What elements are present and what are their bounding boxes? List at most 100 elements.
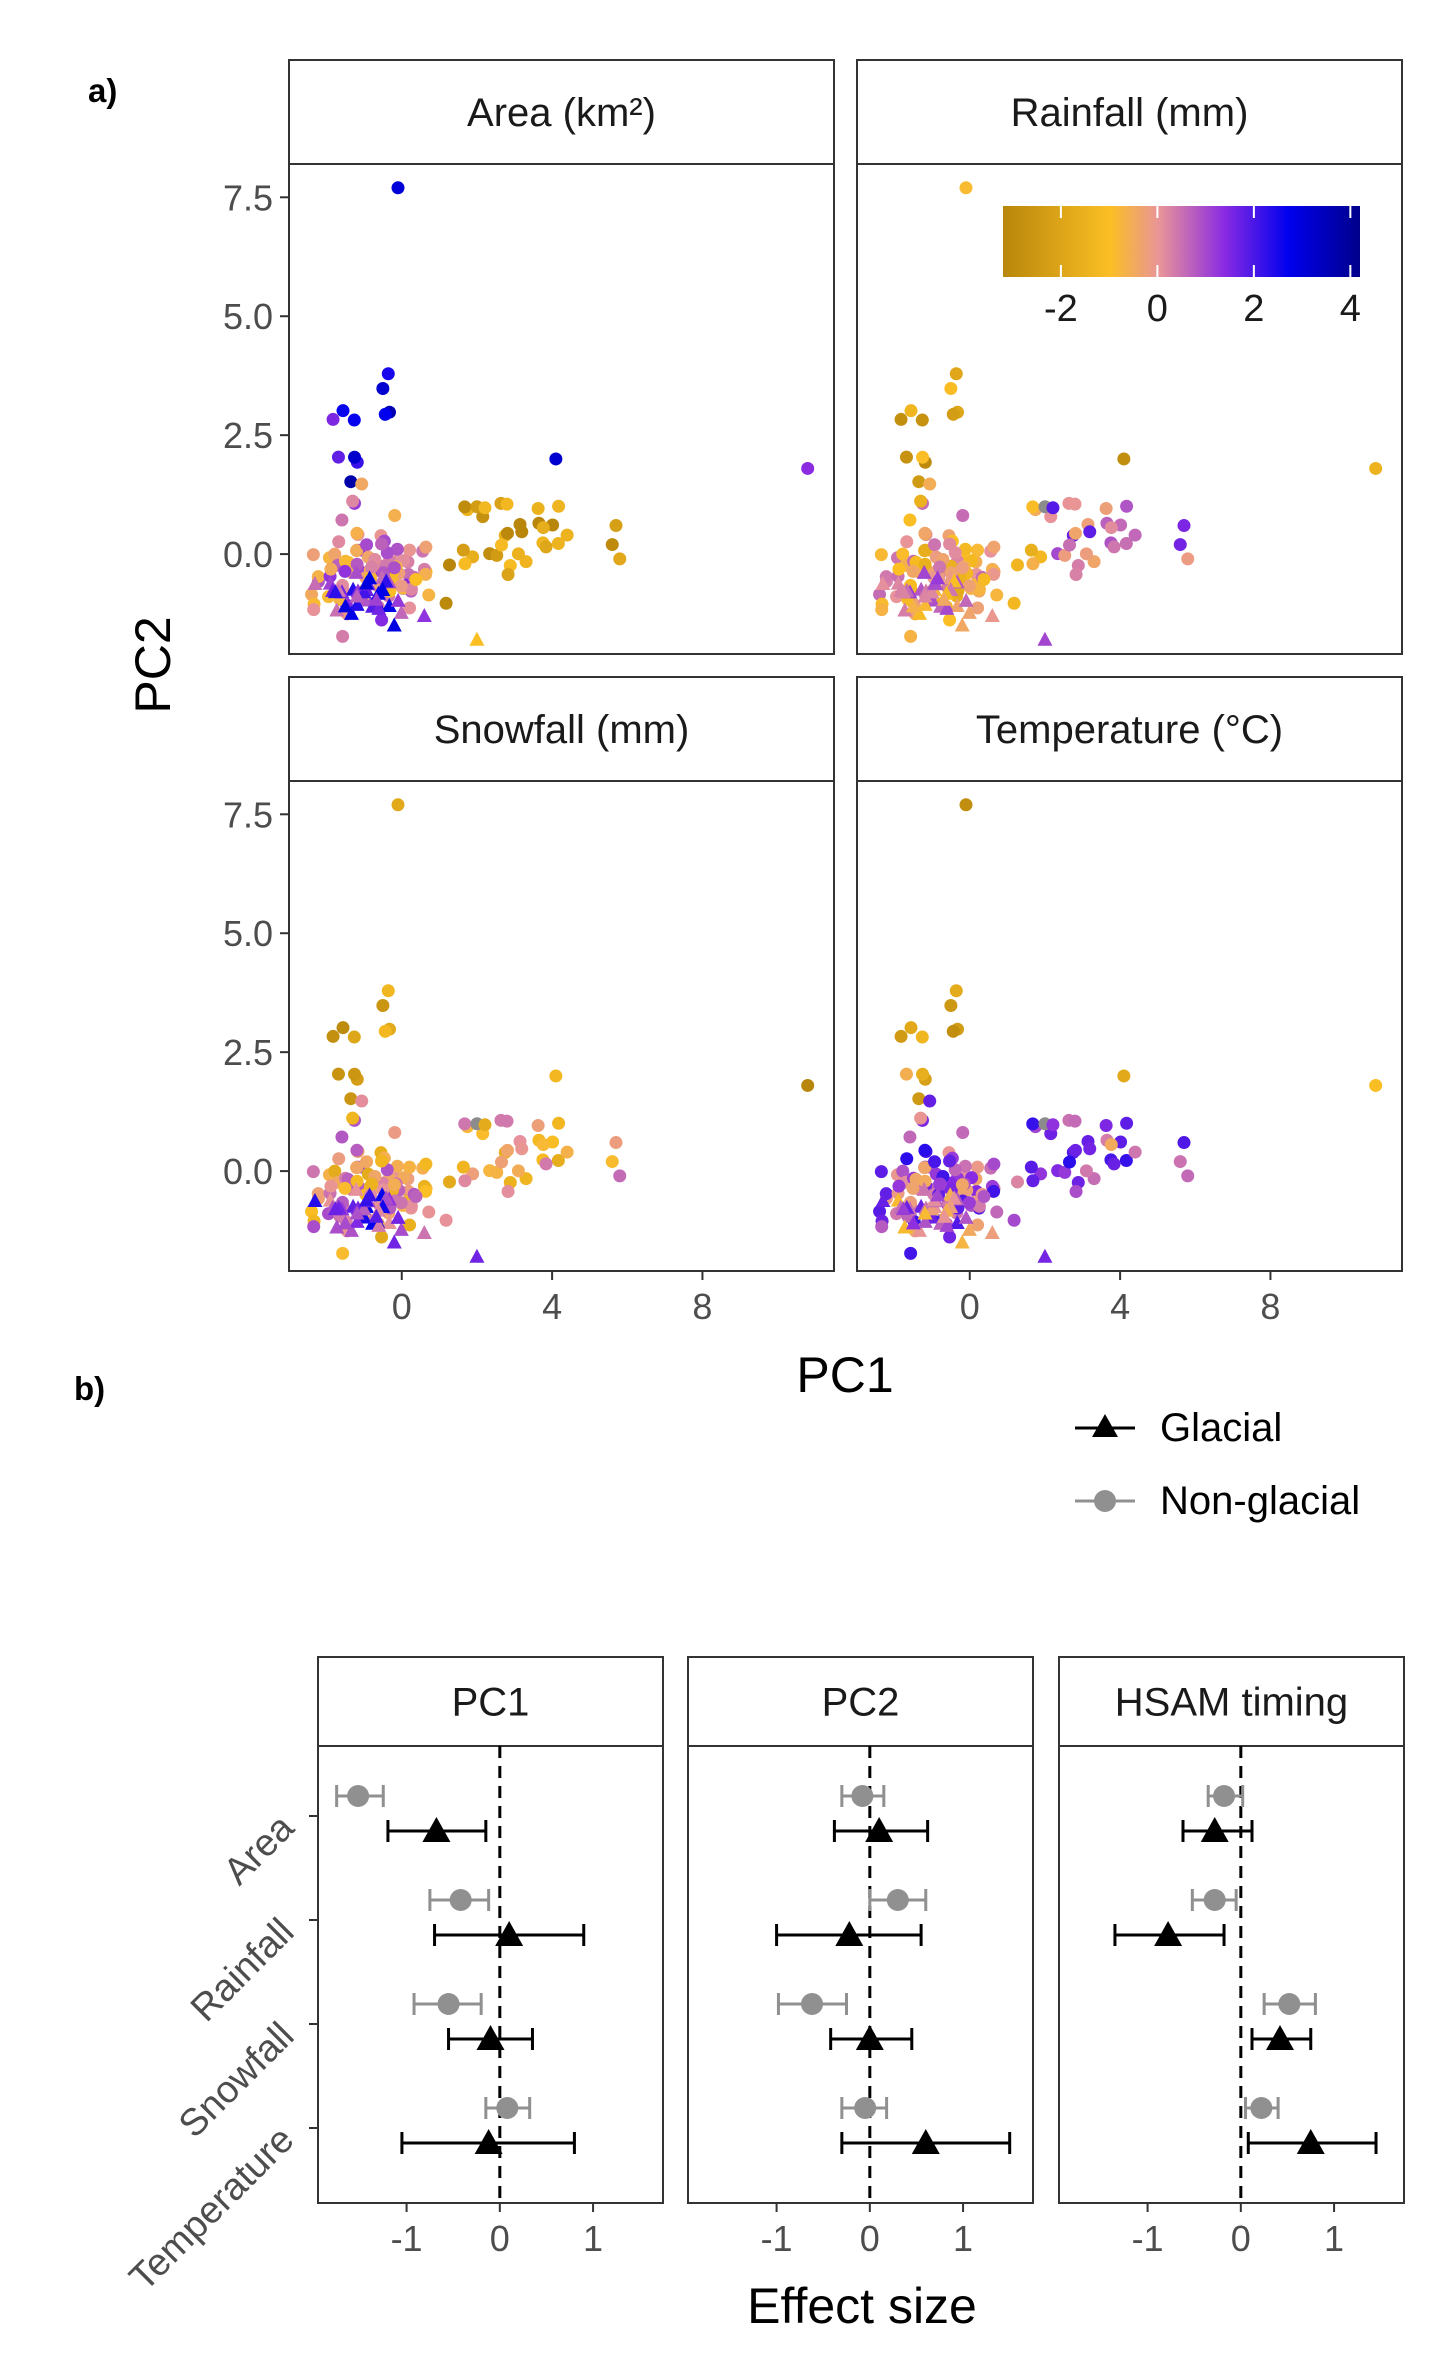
error-bar-glacial: [447, 2025, 534, 2050]
glacial-point: [897, 1219, 913, 1234]
facet-area: Area (km²) 0.0 2.5 5.0 7.5: [223, 59, 835, 655]
glacial-point: [916, 1181, 932, 1196]
nonglacial-point: [1024, 543, 1038, 557]
glacial-point: [936, 591, 952, 606]
nonglacial-point: [346, 1111, 360, 1125]
nonglacial-point: [422, 1205, 436, 1219]
facet-title: Temperature (°C): [976, 708, 1283, 752]
nonglacial-point: [1046, 501, 1060, 515]
nonglacial-point: [613, 1169, 627, 1183]
nonglacial-point: [892, 1179, 906, 1193]
nonglacial-point: [1026, 557, 1040, 571]
nonglacial-point: [904, 1246, 918, 1260]
estimate-nonglacial: [449, 1889, 472, 1911]
nonglacial-point: [609, 519, 623, 533]
nonglacial-point: [324, 562, 338, 576]
glacial-point: [939, 600, 955, 615]
nonglacial-point: [894, 1029, 908, 1043]
nonglacial-point: [1104, 521, 1118, 535]
nonglacial-point: [970, 1160, 984, 1174]
nonglacial-point: [439, 1213, 453, 1227]
estimate-glacial: [1200, 1817, 1229, 1842]
nonglacial-point: [956, 509, 970, 523]
effect-size-panel: Glacial Non-glacial PC1 -1 0 1 Area RainfallSno…: [122, 1406, 1405, 2334]
glacial-point: [348, 1181, 364, 1196]
glacial-point: [362, 570, 378, 585]
nonglacial-point: [328, 547, 342, 561]
nonglacial-point: [923, 477, 937, 491]
glacial-point: [381, 1214, 397, 1229]
nonglacial-point: [1079, 1164, 1093, 1178]
glacial-point: [961, 604, 977, 619]
facet-snowfall: Snowfall (mm) 0.0 2.5 5.0 7.5 0 4 8: [223, 676, 835, 1327]
nonglacial-point: [946, 407, 960, 421]
error-bar-nonglacial: [868, 1889, 928, 1911]
nonglacial-point: [1058, 1165, 1072, 1179]
estimate-glacial: [495, 1921, 524, 1946]
glacial-point: [930, 1187, 946, 1202]
nonglacial-point: [536, 1138, 550, 1152]
y-tick-label: 5.0: [223, 296, 273, 337]
x-tick-label: -1: [761, 2218, 793, 2259]
nonglacial-point: [376, 381, 390, 395]
nonglacial-point: [402, 1160, 416, 1174]
nonglacial-point: [500, 526, 514, 540]
nonglacial-point: [531, 501, 545, 515]
nonglacial-point: [387, 561, 401, 575]
nonglacial-point: [987, 540, 1001, 554]
facet-temperature: Temperature (°C) 0 4 8: [856, 676, 1403, 1327]
nonglacial-point: [419, 1157, 433, 1171]
error-bar-glacial: [386, 1817, 488, 1842]
facet-title: Snowfall (mm): [434, 708, 690, 752]
pca-scatter-panel: Area (km²) 0.0 2.5 5.0 7.5 Rainfall (mm) -2 0 2 4…: [125, 59, 1403, 1403]
glacial-point: [895, 1201, 911, 1216]
nonglacial-point: [1062, 538, 1076, 552]
nonglacial-point: [1068, 497, 1082, 511]
glacial-point: [371, 600, 387, 615]
facet-title: PC2: [822, 1681, 900, 1725]
nonglacial-point: [348, 450, 362, 464]
glacial-point: [349, 588, 365, 603]
glacial-point: [936, 1208, 952, 1223]
nonglacial-point: [409, 1189, 423, 1203]
glacial-point: [362, 1187, 378, 1202]
legend: Glacial Non-glacial: [1075, 1406, 1360, 1523]
colorbar-tick-label: 2: [1243, 288, 1264, 330]
nonglacial-point: [1181, 1169, 1195, 1183]
estimate-nonglacial: [347, 1785, 370, 1807]
glacial-point: [917, 1213, 933, 1228]
y-tick-label: Area: [216, 1806, 303, 1893]
estimate-nonglacial: [1213, 1785, 1236, 1807]
nonglacial-point: [326, 412, 340, 426]
glacial-point: [917, 1205, 933, 1220]
nonglacial-point: [1068, 1114, 1082, 1128]
glacial-point: [329, 1219, 345, 1234]
nonglacial-point: [1128, 1145, 1142, 1159]
nonglacial-point: [501, 567, 515, 581]
nonglacial-point: [328, 1164, 342, 1178]
facet-strip: [856, 59, 1403, 165]
estimate-nonglacial: [1203, 1889, 1226, 1911]
nonglacial-point: [338, 564, 352, 578]
error-bar-glacial: [829, 2025, 914, 2050]
x-tick-label: 4: [542, 1286, 562, 1327]
estimate-nonglacial: [851, 1785, 874, 1807]
nonglacial-point: [1007, 596, 1021, 610]
error-bar-glacial: [832, 1817, 930, 1842]
nonglacial-point: [419, 540, 433, 554]
nonglacial-point: [332, 535, 346, 549]
x-axis-title: PC1: [796, 1347, 893, 1403]
nonglacial-point: [958, 542, 972, 556]
nonglacial-point: [494, 1155, 508, 1169]
error-bar-nonglacial: [1206, 1785, 1245, 1807]
glacial-point: [368, 1208, 384, 1223]
nonglacial-point: [490, 548, 504, 562]
nonglacial-point: [402, 543, 416, 557]
nonglacial-point: [458, 500, 472, 514]
glacial-point: [1037, 1248, 1053, 1263]
nonglacial-point: [943, 1154, 957, 1168]
plot-area: [687, 1745, 1034, 2204]
x-tick-label: -1: [1132, 2218, 1164, 2259]
glacial-point: [416, 607, 432, 622]
nonglacial-point: [944, 381, 958, 395]
